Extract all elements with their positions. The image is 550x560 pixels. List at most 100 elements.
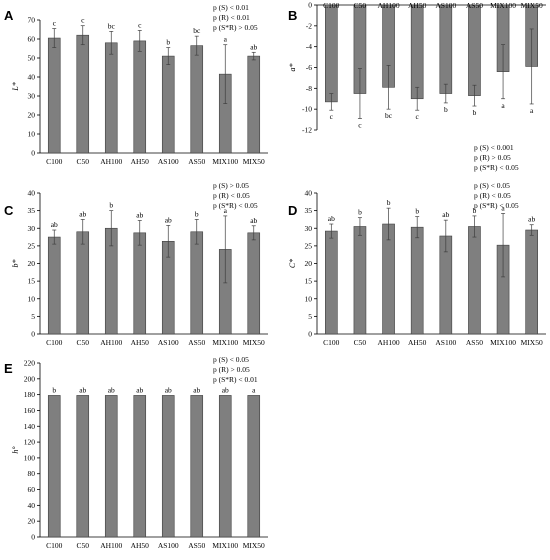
bar-c50 [76, 34, 90, 154]
bar-c100 [325, 4, 338, 103]
y-axis-label: C* [288, 259, 297, 268]
bar-ah100 [104, 42, 118, 154]
bar-c50 [76, 231, 90, 335]
y-tick-label: 20 [305, 259, 313, 268]
y-tick-label: 30 [28, 224, 36, 233]
significance-letter: b [358, 208, 362, 217]
stat-annotation: p (R) > 0.05 [213, 365, 250, 374]
bar-ah50 [410, 4, 424, 100]
y-tick-label: 40 [305, 189, 313, 198]
significance-letter: ab [222, 385, 229, 394]
stat-annotation: p (R) < 0.01 [213, 13, 250, 22]
y-tick-label: 120 [24, 438, 36, 447]
stat-annotation: p (R) > 0.05 [474, 153, 511, 162]
significance-letter: c [358, 121, 362, 130]
y-tick-label: -6 [306, 63, 312, 72]
x-tick-label: AH100 [100, 338, 122, 347]
x-tick-label: MIX100 [212, 541, 238, 550]
stat-annotation: p (R) < 0.05 [213, 191, 250, 200]
y-tick-label: -10 [302, 105, 312, 114]
stat-annotation: p (S*R) < 0.05 [474, 163, 519, 172]
y-tick-label: 0 [31, 149, 35, 158]
y-tick-label: 35 [28, 206, 36, 215]
y-tick-label: 10 [28, 130, 36, 139]
panel-b: B 0 -2 -4 -6 -8 -10 -12 a* c C100 c C50 bc AH100 c AH50 b… [288, 1, 546, 172]
significance-letter: b [473, 108, 477, 117]
significance-letter: bc [193, 26, 201, 35]
significance-letter: ab [136, 210, 143, 219]
significance-letter: c [416, 112, 420, 121]
y-tick-label: 160 [24, 406, 36, 415]
panel-c: C0510152025303540b*abC100abC50bAH100abAH… [4, 181, 268, 347]
y-tick-label: 40 [28, 501, 36, 510]
significance-letter: ab [165, 215, 172, 224]
panel-letter-a: A [4, 8, 14, 23]
significance-letter: ab [193, 385, 200, 394]
x-tick-label: AH100 [100, 157, 122, 166]
y-tick-label: 220 [24, 359, 36, 368]
y-tick-label: 20 [28, 111, 36, 120]
y-tick-label: 50 [28, 54, 36, 63]
y-tick-label: 20 [28, 517, 36, 526]
y-tick-label: 0 [308, 1, 312, 10]
x-tick-label: MIX100 [212, 338, 238, 347]
stat-annotation: p (S*R) > 0.05 [213, 23, 258, 32]
x-tick-label: C100 [323, 338, 340, 347]
y-tick-label: 15 [28, 277, 36, 286]
x-tick-label: MIX100 [490, 338, 516, 347]
x-tick-label: AS100 [158, 157, 179, 166]
x-tick-label: C50 [354, 1, 367, 10]
y-tick-label: 35 [305, 206, 313, 215]
y-tick-label: 0 [308, 330, 312, 339]
x-tick-label: C50 [76, 541, 89, 550]
y-tick-label: 25 [305, 241, 313, 250]
significance-letter: ab [108, 385, 115, 394]
panel-d: D0510152025303540C*abC100bC50bAH100bAH50… [288, 181, 546, 347]
stat-annotation: p (R) < 0.05 [474, 191, 511, 200]
y-tick-label: 140 [24, 422, 36, 431]
x-tick-label: AS50 [466, 1, 483, 10]
x-tick-label: MIX50 [243, 338, 265, 347]
x-tick-label: AH100 [378, 338, 400, 347]
bar-ah50 [133, 232, 147, 335]
bar-mix50 [247, 55, 261, 154]
significance-letter: b [415, 207, 419, 216]
x-tick-label: C100 [323, 1, 340, 10]
stat-annotation: p (S*R) < 0.05 [213, 201, 258, 210]
bar-mix50 [247, 395, 261, 538]
bar-as100 [161, 55, 175, 154]
x-tick-label: AH50 [408, 1, 427, 10]
y-tick-label: -4 [306, 42, 312, 51]
significance-letter: b [473, 206, 477, 215]
stat-annotation: p (S) < 0.05 [213, 355, 249, 364]
y-tick-label: 0 [31, 330, 35, 339]
bar-ah50 [410, 226, 424, 335]
bar-mix100 [218, 395, 232, 538]
y-tick-label: -12 [302, 126, 312, 135]
y-tick-label: 20 [28, 259, 36, 268]
x-tick-label: MIX50 [521, 1, 543, 10]
significance-letter: ab [51, 220, 58, 229]
x-tick-label: AH100 [100, 541, 122, 550]
significance-letter: a [224, 35, 228, 44]
significance-letter: bc [108, 21, 116, 30]
y-tick-label: 30 [305, 224, 313, 233]
y-tick-label: 5 [31, 312, 35, 321]
bar-ah100 [382, 223, 395, 335]
y-tick-label: 40 [28, 189, 36, 198]
significance-letter: b [166, 38, 170, 47]
x-tick-label: AH100 [378, 1, 400, 10]
y-tick-label: 70 [28, 16, 36, 25]
y-axis-label: a* [288, 64, 297, 72]
bar-ah50 [133, 395, 147, 538]
significance-letter: a [501, 203, 505, 212]
x-tick-label: AH50 [131, 541, 150, 550]
significance-letter: c [138, 20, 142, 29]
significance-letter: a [224, 206, 228, 215]
bar-as100 [161, 395, 175, 538]
significance-letter: a [501, 101, 505, 110]
x-tick-label: AS100 [435, 1, 456, 10]
x-tick-label: MIX50 [521, 338, 543, 347]
x-tick-label: AH50 [131, 338, 150, 347]
